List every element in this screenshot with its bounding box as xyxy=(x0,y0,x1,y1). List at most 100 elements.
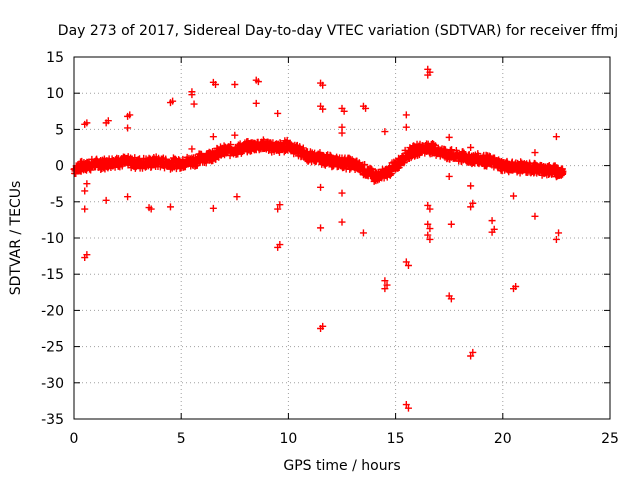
data-point-marker xyxy=(424,220,432,228)
data-point-marker xyxy=(402,123,410,131)
data-point-marker xyxy=(338,129,346,137)
data-point-marker xyxy=(338,218,346,226)
data-point-marker xyxy=(426,205,434,213)
data-point-marker xyxy=(488,228,496,236)
data-point-marker xyxy=(510,192,518,200)
data-point-marker xyxy=(552,133,560,141)
data-point-marker xyxy=(361,161,369,169)
data-points xyxy=(70,65,567,412)
data-point-marker xyxy=(552,235,560,243)
y-tick-label: -20 xyxy=(41,303,64,319)
data-point-marker xyxy=(340,107,348,115)
data-point-marker xyxy=(559,169,567,177)
data-point-marker xyxy=(359,229,367,237)
data-point-marker xyxy=(510,285,518,293)
data-point-marker xyxy=(424,71,432,79)
data-point-marker xyxy=(124,193,132,201)
data-point-marker xyxy=(274,205,282,213)
data-point-marker xyxy=(402,111,410,119)
data-point-marker xyxy=(227,141,235,149)
data-point-marker xyxy=(274,243,282,251)
data-point-marker xyxy=(83,180,91,188)
y-tick-label: 10 xyxy=(46,86,64,102)
data-point-marker xyxy=(317,224,325,232)
data-point-marker xyxy=(126,111,134,119)
data-point-marker xyxy=(319,81,327,89)
plot-frame xyxy=(73,56,611,420)
data-point-marker xyxy=(402,258,410,266)
data-point-marker xyxy=(447,295,455,303)
data-point-marker xyxy=(404,262,412,270)
data-point-marker xyxy=(166,203,174,211)
data-point-marker xyxy=(317,325,325,332)
data-point-marker xyxy=(445,172,453,180)
data-point-marker xyxy=(555,229,563,237)
data-point-marker xyxy=(467,203,475,211)
data-point-marker xyxy=(488,217,496,225)
data-point-marker xyxy=(445,133,453,141)
data-point-marker xyxy=(317,183,325,191)
data-point-marker xyxy=(424,231,432,239)
tick-layer: 0 5 10 15 20 25 15 10 5 0 -5 -10 -15 -20 -25 -30 -35 xyxy=(41,50,619,447)
data-point-marker xyxy=(402,401,410,409)
data-point-marker xyxy=(404,404,412,412)
data-point-marker xyxy=(467,182,475,190)
data-point-marker xyxy=(124,124,132,132)
data-point-marker xyxy=(254,78,262,86)
data-point-marker xyxy=(424,201,432,209)
data-point-marker xyxy=(338,189,346,197)
x-tick-label: 10 xyxy=(279,431,297,447)
data-point-marker xyxy=(102,196,110,204)
y-tick-label: -5 xyxy=(50,195,64,211)
y-tick-label: -35 xyxy=(41,412,64,428)
x-axis-label: GPS time / hours xyxy=(283,458,400,474)
data-point-marker xyxy=(118,162,126,170)
x-tick-label: 5 xyxy=(177,431,186,447)
data-point-marker xyxy=(81,254,89,262)
data-point-marker xyxy=(469,348,477,356)
data-point-marker xyxy=(383,281,391,289)
data-point-marker xyxy=(209,204,217,212)
data-point-marker xyxy=(104,117,112,125)
data-point-marker xyxy=(233,193,241,201)
data-point-marker xyxy=(299,144,307,152)
data-point-marker xyxy=(469,199,477,207)
y-tick-label: -10 xyxy=(41,231,64,247)
chart-title: Day 273 of 2017, Sidereal Day-to-day VTE… xyxy=(58,23,618,39)
data-point-marker xyxy=(319,105,327,113)
data-point-marker xyxy=(231,81,239,89)
data-point-marker xyxy=(209,133,217,141)
data-point-marker xyxy=(381,285,389,293)
y-axis-label: SDTVAR / TECUs xyxy=(8,181,24,296)
data-point-marker xyxy=(190,100,198,108)
data-point-marker xyxy=(83,119,91,127)
data-point-marker xyxy=(467,352,475,360)
x-tick-label: 20 xyxy=(494,431,512,447)
data-point-marker xyxy=(188,145,196,153)
data-point-marker xyxy=(276,201,284,209)
data-point-marker xyxy=(231,131,239,139)
data-point-marker xyxy=(531,149,539,157)
data-point-marker xyxy=(252,99,260,107)
data-point-marker xyxy=(274,109,282,117)
y-tick-label: 5 xyxy=(55,122,64,138)
data-point-marker xyxy=(81,187,89,195)
y-tick-label: 15 xyxy=(46,50,64,66)
data-point-marker xyxy=(426,235,434,243)
data-point-marker xyxy=(447,220,455,228)
y-tick-label: -25 xyxy=(41,340,64,356)
data-point-marker xyxy=(147,205,155,213)
data-point-marker xyxy=(381,128,389,136)
data-point-marker xyxy=(467,144,475,151)
data-point-marker xyxy=(381,277,389,285)
x-tick-label: 25 xyxy=(601,431,619,447)
data-point-marker xyxy=(212,81,220,89)
x-tick-label: 0 xyxy=(70,431,79,447)
data-point-marker xyxy=(169,97,177,105)
data-point-marker xyxy=(188,91,196,99)
data-point-marker xyxy=(362,104,370,112)
data-point-marker xyxy=(81,205,89,213)
y-tick-label: 0 xyxy=(55,159,64,175)
y-tick-label: -30 xyxy=(41,376,64,392)
